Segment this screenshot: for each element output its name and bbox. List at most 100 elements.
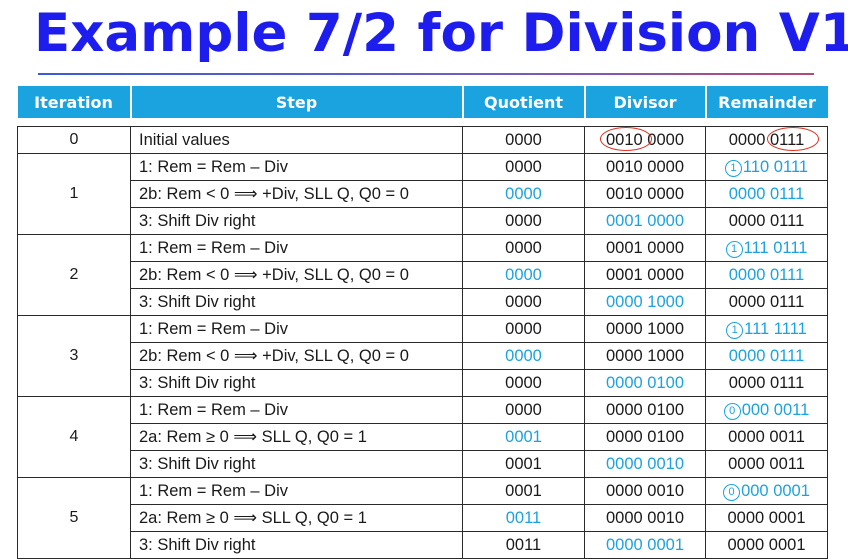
cell-value: 0000 1000 [606,292,684,311]
cell-iteration: 2 [17,234,131,316]
cell-step: 1: Rem = Rem – Div [130,477,463,505]
cell-value: 0000 [505,400,542,419]
cell-remainder: 0000 0111 [705,288,828,316]
cell-remainder: 0000 0111 [705,126,828,154]
cell-remainder: 0000 0001 [705,504,828,532]
cell-remainder: 0000 0011 [705,450,828,478]
annotation-ring [766,126,819,151]
title-underline [38,73,814,75]
cell-value: 0000 [505,157,542,176]
cell-quotient: 0001 [462,477,585,505]
slide-title: Example 7/2 for Division V1 [34,3,848,64]
table-row: 0 Initial values 0000 0010 0000 0000 0111 [17,126,828,154]
cell-value: 0000 0111 [728,211,805,230]
sign-bit-circle: 1 [725,240,743,258]
cell-divisor: 0000 0010 [584,450,706,478]
cell-value: 0000 [505,373,542,392]
header-step: Step [129,86,463,118]
cell-value: 0001 [505,454,542,473]
cell-quotient: 0000 [462,207,585,235]
cell-value: 0000 0011 [728,454,805,473]
cell-value: 0000 [505,184,542,203]
cell-iteration: 0 [17,126,131,154]
remainder-rest: 000 0001 [741,481,810,500]
cell-quotient: 0000 [462,153,585,181]
table-body: 0 Initial values 0000 0010 0000 0000 0111 1 1:… [17,126,828,559]
cell-divisor: 0000 1000 [584,315,706,343]
cell-value: 0000 0001 [606,535,684,554]
table-row: 2b: Rem < 0 ⟹ +Div, SLL Q, Q0 = 0 0000 000… [18,342,828,370]
cell-value: 0011 [505,508,542,527]
cell-value: 0000 0001 [727,535,806,554]
cell-value: 0001 [505,427,542,446]
remainder-rest: 000 0011 [741,400,810,419]
table-row: 3: Shift Div right 0011 0000 0001 0000 0001 [18,531,828,559]
cell-value: 0000 [505,292,542,311]
table-row: 3: Shift Div right 0001 0000 0010 0000 0011 [18,450,828,478]
cell-value: 0000 [505,265,542,284]
cell-step: 2b: Rem < 0 ⟹ +Div, SLL Q, Q0 = 0 [130,342,463,370]
cell-remainder: 0000 0111 [705,261,828,289]
cell-remainder: 1 110 0111 [705,153,828,181]
remainder-rest: 111 0111 [743,238,808,257]
cell-quotient: 0000 [462,180,585,208]
cell-quotient: 0000 [462,342,585,370]
cell-quotient: 0000 [462,126,585,154]
cell-step: 1: Rem = Rem – Div [130,396,463,424]
cell-iteration: 4 [17,396,131,478]
cell-step: 2a: Rem ≥ 0 ⟹ SLL Q, Q0 = 1 [130,504,463,532]
sign-bit-circle: 1 [726,321,744,339]
cell-value: 0000 [505,346,542,365]
cell-value: 0000 1000 [606,319,684,338]
cell-remainder: 0000 0011 [705,423,828,451]
cell-value: 0011 [505,535,542,554]
cell-step: 2b: Rem < 0 ⟹ +Div, SLL Q, Q0 = 0 [130,180,463,208]
cell-divisor: 0000 1000 [584,342,706,370]
cell-value: 0000 0111 [728,184,805,203]
cell-value: 0001 0000 [606,238,684,257]
annotation-ring [600,126,652,151]
cell-iteration: 5 [17,477,131,559]
cell-divisor: 0000 0010 [584,504,706,532]
cell-value: 0001 0000 [606,211,684,230]
cell-step: Initial values [130,126,463,154]
table-row: 2b: Rem < 0 ⟹ +Div, SLL Q, Q0 = 0 0000 001… [18,180,828,208]
cell-remainder: 0000 0111 [705,342,828,370]
cell-divisor: 0010 0000 [584,153,706,181]
cell-remainder: 0000 0111 [705,369,828,397]
cell-value: 0000 0100 [606,400,684,419]
cell-value: 0010 0000 [600,126,684,151]
cell-iteration: 1 [17,153,131,235]
cell-value: 0001 [505,481,542,500]
cell-step: 1: Rem = Rem – Div [130,153,463,181]
cell-divisor: 0001 0000 [584,261,706,289]
cell-divisor: 0000 0001 [584,531,706,559]
cell-value: 0001 0000 [606,265,684,284]
cell-remainder: 0000 0111 [705,180,828,208]
header-quotient: Quotient [461,86,585,118]
cell-step: 3: Shift Div right [130,369,463,397]
header-iteration: Iteration [17,86,131,118]
cell-value: 0000 0100 [606,427,684,446]
table-row: 1 1: Rem = Rem – Div 0000 0010 0000 1 110 011… [17,153,828,235]
cell-value: 0010 0000 [606,157,684,176]
cell-divisor: 0010 0000 [584,180,706,208]
cell-divisor: 0000 0100 [584,369,706,397]
cell-quotient: 0000 [462,261,585,289]
cell-value: 0000 0011 [728,427,805,446]
table-row: 2a: Rem ≥ 0 ⟹ SLL Q, Q0 = 1 0011 0000 0010… [18,504,828,532]
cell-quotient: 0011 [462,504,585,532]
division-table: Iteration Step Quotient Divisor Remainde… [17,86,828,559]
cell-quotient: 0001 [462,423,585,451]
cell-step: 3: Shift Div right [130,531,463,559]
cell-divisor: 0000 1000 [584,288,706,316]
table-row: 3: Shift Div right 0000 0001 0000 0000 0111 [18,207,828,235]
cell-divisor: 0001 0000 [584,207,706,235]
remainder-rest: 111 1111 [744,319,807,338]
cell-remainder: 1 111 1111 [705,315,828,343]
table-row: 2a: Rem ≥ 0 ⟹ SLL Q, Q0 = 1 0001 0000 0100… [18,423,828,451]
sign-bit-circle: 1 [724,159,742,177]
cell-value: 0000 [505,211,542,230]
